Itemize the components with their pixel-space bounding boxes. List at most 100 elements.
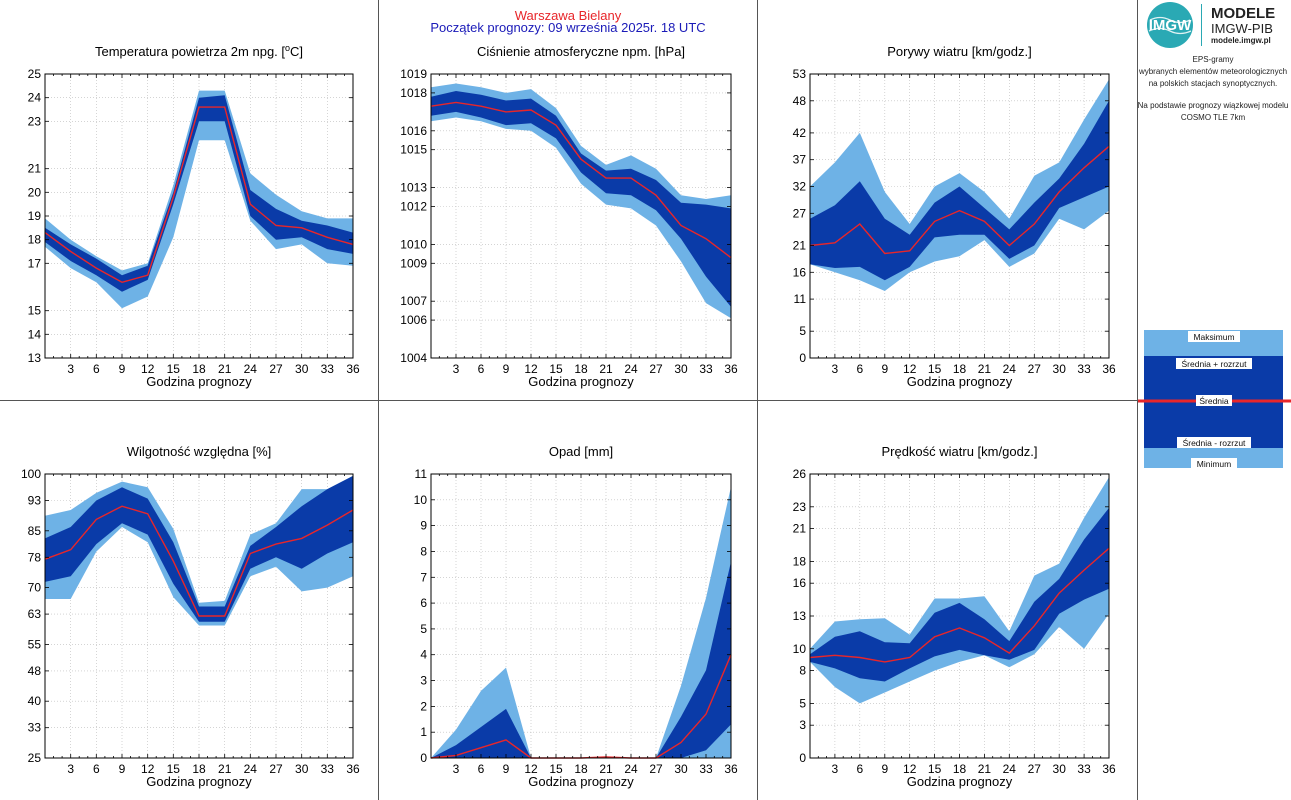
mean-line [809,547,1110,663]
x-tick-label: 36 [724,762,738,776]
x-tick-label: 24 [244,762,258,776]
y-tick-label: 9 [420,519,427,533]
y-tick-label: 5 [420,622,427,636]
x-tick-label: 15 [549,362,563,376]
x-tick-label: 30 [674,762,688,776]
chart-pressure: 1004 1006 1007 1009 1010 1012 1013 1015 1016 1018… [400,44,738,389]
x-tick-label: 36 [346,762,360,776]
legend: Maksimum Średnia + rozrzut Średnia Średn… [1138,330,1291,469]
x-tick-label: 15 [928,762,942,776]
y-tick-label: 16 [793,265,807,279]
x-tick-label: 18 [574,762,588,776]
x-tick-label: 3 [832,762,839,776]
x-tick-label: 24 [1003,762,1017,776]
y-tick-label: 18 [28,233,42,247]
x-tick-label: 6 [856,762,863,776]
x-axis-label: Godzina prognozy [907,374,1013,389]
chart-title-text: Prędkość wiatru [km/godz.] [881,444,1037,459]
x-tick-label: 18 [953,762,967,776]
mean-line [44,505,354,617]
x-tick-label: 27 [1028,762,1042,776]
x-tick-label: 12 [903,362,917,376]
y-tick-label: 3 [420,674,427,688]
legend-label-bg [1191,458,1237,469]
chart-title-text: Porywy wiatru [km/godz.] [887,44,1032,59]
x-tick-label: 3 [832,362,839,376]
logo-text: IMGW [1149,17,1192,34]
x-tick-label: 9 [503,362,510,376]
chart-title: Prędkość wiatru [km/godz.] [881,444,1037,459]
legend-mean-label: Średnia [1199,395,1229,406]
y-tick-label: 48 [28,664,42,678]
band-mean-spread [431,561,731,758]
x-tick-label: 12 [524,362,538,376]
band-min-max [45,90,353,309]
x-tick-label: 30 [295,362,309,376]
legend-label-bg [1177,437,1251,448]
x-tick-label: 27 [649,762,663,776]
description-line: Na podstawie prognozy wiązkowej modelu [1138,101,1289,110]
y-tick-label: 70 [28,581,42,595]
x-tick-label: 9 [881,762,888,776]
x-axis-label: Godzina prognozy [146,774,252,789]
y-tick-label: 13 [793,609,807,623]
x-tick-label: 9 [503,762,510,776]
x-tick-label: 6 [478,362,485,376]
x-tick-label: 33 [1077,362,1091,376]
chart-title-superscript: o [285,43,290,53]
axis-ticks [45,473,354,759]
x-tick-label: 33 [699,362,713,376]
x-tick-label: 36 [1102,362,1116,376]
x-tick-label: 6 [93,762,100,776]
chart-title: Porywy wiatru [km/godz.] [887,44,1032,59]
y-tick-label: 78 [28,550,42,564]
y-tick-label: 1018 [400,86,427,100]
y-tick-label: 11 [415,467,428,481]
x-tick-label: 33 [699,762,713,776]
x-tick-label: 24 [244,362,258,376]
y-tick-label: 1 [420,725,427,739]
brand-url: modele.imgw.pl [1211,36,1271,45]
x-tick-label: 9 [881,362,888,376]
x-tick-label: 33 [321,762,335,776]
y-tick-label: 8 [799,664,806,678]
x-tick-label: 3 [67,362,74,376]
x-tick-label: 24 [624,362,638,376]
x-tick-label: 33 [1077,762,1091,776]
legend-mean-plus-label: Średnia + rozrzut [1182,358,1248,369]
x-tick-label: 27 [269,762,283,776]
band-mean-spread [45,475,353,622]
y-tick-label: 53 [793,67,807,81]
y-tick-label: 55 [28,637,42,651]
band-mean-spread [810,507,1109,682]
y-tick-label: 3 [799,718,806,732]
x-tick-label: 18 [192,362,206,376]
y-tick-label: 7 [420,570,427,584]
axis-ticks [810,73,1110,359]
description-line: na polskich stacjach synoptycznych. [1149,79,1278,88]
legend-label-bg [1196,395,1232,406]
y-tick-label: 6 [420,596,427,610]
x-tick-label: 18 [953,362,967,376]
y-tick-label: 33 [28,721,42,735]
x-tick-label: 27 [269,362,283,376]
y-tick-label: 16 [793,576,807,590]
y-tick-label: 5 [799,324,806,338]
y-tick-label: 1013 [400,181,427,195]
brand-line2: IMGW-PIB [1211,21,1273,36]
legend-min-label: Minimum [1197,459,1231,469]
x-tick-label: 21 [978,762,992,776]
description-line: COSMO TLE 7km [1181,113,1246,122]
x-tick-label: 21 [978,362,992,376]
chart-title: Temperatura powietrza 2m npg. [oC] [95,43,303,59]
y-tick-label: 21 [793,239,807,253]
y-tick-label: 8 [420,545,427,559]
y-tick-label: 13 [28,351,42,365]
y-tick-label: 18 [793,554,807,568]
y-tick-label: 25 [28,67,42,81]
x-tick-label: 30 [1053,362,1067,376]
sidebar-description: EPS-gramy wybranych elementów meteorolog… [1138,55,1289,122]
